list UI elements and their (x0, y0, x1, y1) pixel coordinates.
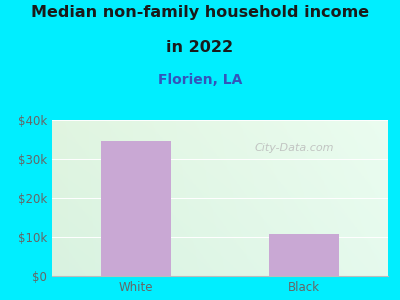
Bar (269, 234, 339, 276)
Text: City-Data.com: City-Data.com (254, 143, 334, 153)
Text: Florien, LA: Florien, LA (158, 74, 242, 88)
Text: in 2022: in 2022 (166, 40, 234, 56)
Bar (101, 141, 171, 276)
Text: Median non-family household income: Median non-family household income (31, 4, 369, 20)
